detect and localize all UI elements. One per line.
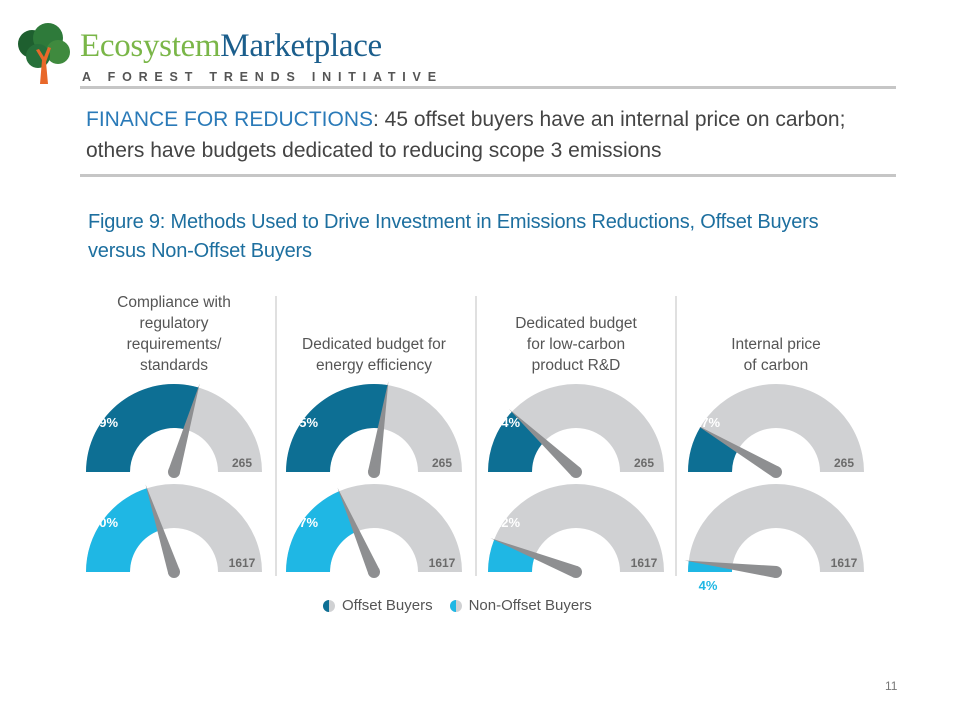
- legend-label-non-offset: Non-Offset Buyers: [468, 597, 592, 614]
- category-label-1: Compliance with regulatory requirements/st…: [117, 294, 231, 374]
- gauge-offset-1-value-label: 59%: [92, 415, 118, 430]
- figure-title: Figure 9: Methods Used to Drive Investme…: [88, 211, 819, 262]
- gauge-offset-3-fill: [488, 411, 544, 472]
- gauge-offset-2-fill: [286, 384, 388, 472]
- gauge-non-offset-4-count-label: 1617: [831, 556, 858, 570]
- brand-name: EcosystemMarketplace: [80, 28, 382, 64]
- gauge-non-offset-3-needle: [490, 538, 579, 578]
- tagline: A FOREST TRENDS INITIATIVE: [82, 70, 443, 84]
- legend-item-non-offset: Non-Offset Buyers: [449, 597, 592, 614]
- top-divider: [80, 86, 896, 89]
- headline-highlight: FINANCE FOR REDUCTIONS: [86, 108, 374, 131]
- gauge-offset-4-value-label: 17%: [694, 415, 720, 430]
- headline: FINANCE FOR REDUCTIONS: 45 offset buyers…: [86, 104, 906, 166]
- gauge-non-offset-2-needle-hub: [368, 566, 380, 578]
- gauge-non-offset-4-needle-hub: [770, 566, 782, 578]
- gauge-non-offset-2-needle: [337, 487, 380, 575]
- gauge-offset-2-needle-hub: [368, 466, 380, 478]
- gauge-non-offset-2-count-label: 1617: [429, 556, 456, 570]
- logo: EcosystemMarketplace A FOREST TRENDS INI…: [12, 20, 436, 90]
- headline-text: : 45 offset buyers have an internal pric…: [86, 108, 846, 162]
- gauge-non-offset-1-fill: [86, 488, 161, 572]
- legend-item-offset: Offset Buyers: [322, 597, 433, 614]
- gauge-non-offset-4-needle: [684, 560, 777, 578]
- legend: Offset Buyers Non-Offset Buyers: [322, 597, 608, 614]
- gauge-non-offset-2-value-label: 37%: [292, 515, 318, 530]
- gauge-non-offset-3-count-label: 1617: [631, 556, 658, 570]
- gauge-offset-1-count-label: 265: [232, 456, 252, 470]
- gauge-non-offset-4-value-label: 4%: [699, 578, 718, 593]
- gauge-offset-1-needle: [168, 383, 200, 474]
- legend-label-offset: Offset Buyers: [342, 597, 433, 614]
- page-number: 11: [885, 679, 898, 693]
- gauge-offset-2-needle: [368, 381, 389, 473]
- gauge-offset-2-value-label: 55%: [292, 415, 318, 430]
- headline-divider: [80, 174, 896, 177]
- gauge-non-offset-4-track: [688, 484, 864, 572]
- gauge-non-offset-3-track: [488, 484, 664, 572]
- gauge-offset-3-needle-hub: [570, 466, 582, 478]
- gauge-offset-3-count-label: 265: [634, 456, 654, 470]
- gauge-non-offset-3-value-label: 12%: [494, 515, 520, 530]
- legend-swatch-non-offset: [449, 599, 462, 612]
- gauge-non-offset-1-needle: [145, 484, 180, 574]
- gauge-offset-3-needle: [508, 409, 581, 477]
- gauge-non-offset-1-needle-hub: [168, 566, 180, 578]
- gauge-non-offset-3-needle-hub: [570, 566, 582, 578]
- category-label-4: Internal price of carbon: [731, 336, 821, 374]
- gauge-offset-4-fill: [688, 427, 739, 472]
- category-label-3: Dedicated budget for low-carbon product R&…: [515, 315, 637, 374]
- gauge-offset-4-count-label: 265: [834, 456, 854, 470]
- gauge-offset-2-count-label: 265: [432, 456, 452, 470]
- gauge-non-offset-1-value-label: 40%: [92, 515, 118, 530]
- gauge-offset-4-needle: [696, 425, 780, 478]
- tree-icon: [18, 23, 70, 84]
- legend-swatch-offset: [323, 599, 335, 612]
- gauge-non-offset-3-fill: [488, 539, 536, 572]
- gauge-non-offset-1-count-label: 1617: [229, 556, 256, 570]
- gauge-non-offset-4-fill: [688, 560, 733, 572]
- gauge-offset-4-needle-hub: [770, 466, 782, 478]
- category-label-2: Dedicated budget for energy efficiency: [302, 336, 446, 374]
- gauge-offset-1-needle-hub: [168, 466, 180, 478]
- gauge-offset-3-value-label: 24%: [494, 415, 520, 430]
- gauge-non-offset-2-fill: [286, 491, 357, 572]
- gauge-offset-1-fill: [86, 384, 199, 472]
